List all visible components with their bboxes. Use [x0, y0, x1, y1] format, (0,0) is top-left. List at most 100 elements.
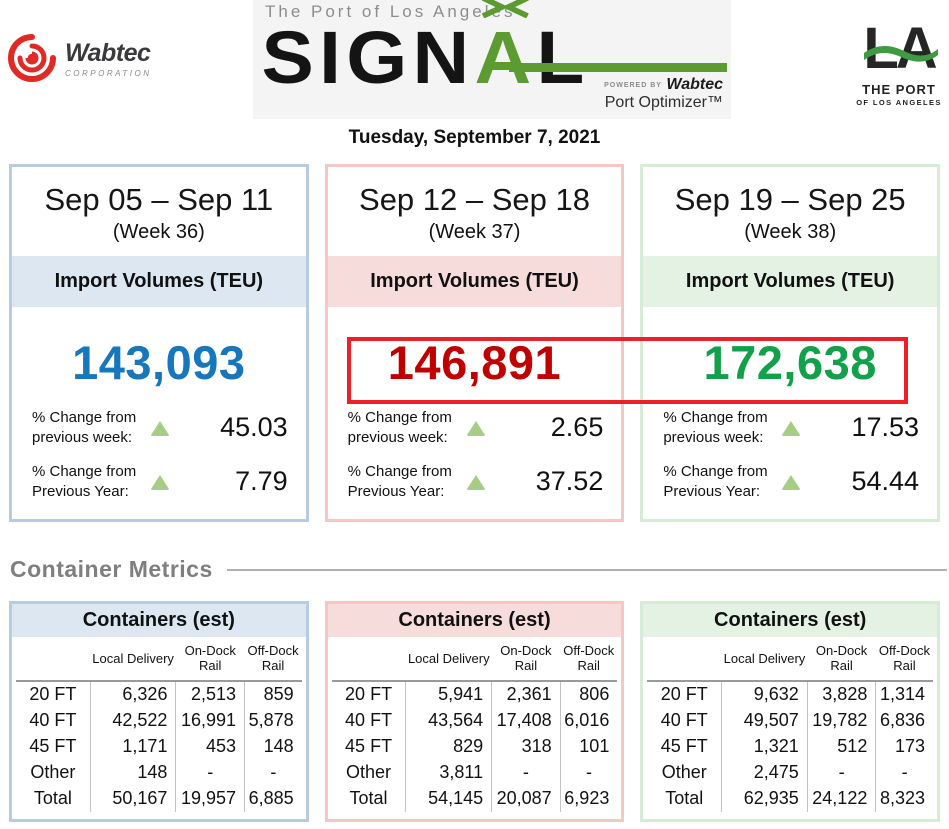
- table-row: Other 3,811 - -: [332, 759, 618, 786]
- import-volume-value: 143,093: [72, 336, 246, 389]
- port-optimizer-label: Port Optimizer™: [604, 94, 723, 111]
- week-card-37: Sep 12 – Sep 18 (Week 37) Import Volumes…: [324, 164, 625, 522]
- container-tables: Containers (est) Local Delivery On-Dock …: [0, 601, 949, 822]
- week-card-36: Sep 05 – Sep 11 (Week 36) Import Volumes…: [9, 164, 309, 522]
- change-value: 37.52: [535, 466, 604, 496]
- change-rows: % Change from previous week: 2.65 % Chang…: [328, 400, 622, 519]
- empty-header: [647, 640, 722, 682]
- containers-table-week-37: Containers (est) Local Delivery On-Dock …: [324, 601, 625, 822]
- report-header: Wabtec CORPORATION The Port of Los Angel…: [0, 0, 949, 120]
- week-card-dates: Sep 19 – Sep 25 (Week 38): [643, 167, 937, 252]
- signal-wordmark: SIGN AL: [253, 0, 590, 95]
- la-logo-line1: THE PORT: [862, 82, 936, 97]
- change-value: 17.53: [851, 412, 920, 442]
- table-row: 40 FT 43,564 17,408 6,016: [332, 707, 618, 734]
- containers-data-table: Local Delivery On-Dock Rail Off-Dock Rai…: [331, 640, 618, 812]
- week-label: (Week 36): [112, 221, 205, 243]
- date-range: Sep 05 – Sep 11: [44, 182, 274, 217]
- containers-data-table: Local Delivery On-Dock Rail Off-Dock Rai…: [16, 640, 302, 812]
- table-header-row: Local Delivery On-Dock Rail Off-Dock Rai…: [16, 640, 302, 682]
- table-row: 40 FT 42,522 16,991 5,878: [16, 707, 302, 734]
- change-value: 7.79: [235, 466, 288, 496]
- import-volume-value: 146,891: [387, 336, 562, 389]
- table-row-total: Total 54,145 20,087 6,923: [332, 785, 618, 812]
- signal-logo: The Port of Los Angeles SIGN AL POWERED B…: [253, 0, 731, 119]
- change-label: % Change from previous week:: [347, 409, 452, 446]
- weekly-volume-cards: Sep 05 – Sep 11 (Week 36) Import Volumes…: [0, 164, 949, 522]
- empty-header: [16, 640, 91, 682]
- powered-by-brand: Wabtec: [666, 76, 723, 93]
- table-row: 40 FT 49,507 19,782 6,836: [647, 707, 934, 734]
- wabtec-name: Wabtec: [65, 38, 151, 67]
- signal-word-a: A: [474, 0, 536, 99]
- col-local-delivery: Local Delivery: [405, 640, 492, 682]
- table-row: 20 FT 9,632 3,828 1,314: [647, 680, 934, 708]
- import-volumes-header: Import Volumes (TEU): [327, 256, 622, 307]
- increase-triangle-icon: [466, 420, 485, 435]
- week-card-dates: Sep 05 – Sep 11 (Week 36): [12, 167, 306, 252]
- change-label: % Change from Previous Year:: [347, 463, 452, 500]
- table-title: Containers (est): [12, 604, 306, 637]
- change-value: 54.44: [851, 466, 920, 496]
- change-row-week: % Change from previous week: 17.53: [657, 408, 923, 447]
- wabtec-logo-text: Wabtec CORPORATION: [65, 39, 151, 78]
- section-title: Container Metrics: [10, 556, 213, 582]
- change-row-week: % Change from previous week: 45.03: [26, 408, 292, 447]
- signal-word-prefix: SIGN: [261, 16, 475, 99]
- la-logo-icon: LA: [863, 16, 939, 81]
- change-value: 2.65: [550, 412, 604, 442]
- containers-table-week-36: Containers (est) Local Delivery On-Dock …: [9, 601, 309, 822]
- import-volume-value: 172,638: [703, 336, 877, 389]
- col-ondock-rail: On-Dock Rail: [175, 640, 245, 682]
- wabtec-subtitle: CORPORATION: [65, 68, 152, 78]
- week-label: (Week 37): [428, 221, 521, 243]
- table-row-total: Total 50,167 19,957 6,885: [16, 785, 302, 812]
- col-offdock-rail: Off-Dock Rail: [875, 640, 934, 682]
- containers-table-week-38: Containers (est) Local Delivery On-Dock …: [640, 601, 941, 822]
- empty-header: [331, 640, 406, 682]
- table-title: Containers (est): [327, 604, 622, 637]
- signal-word-suffix: L: [536, 16, 590, 99]
- report-date: Tuesday, September 7, 2021: [348, 127, 601, 148]
- table-row-total: Total 62,935 24,122 8,323: [647, 785, 934, 812]
- increase-triangle-icon: [782, 420, 801, 435]
- wabtec-swirl-icon: [8, 34, 56, 82]
- col-ondock-rail: On-Dock Rail: [807, 640, 876, 682]
- col-local-delivery: Local Delivery: [721, 640, 808, 682]
- change-rows: % Change from previous week: 17.53 % Chan…: [643, 400, 937, 519]
- col-local-delivery: Local Delivery: [90, 640, 176, 682]
- table-row: 20 FT 6,326 2,513 859: [16, 680, 302, 708]
- change-rows: % Change from previous week: 45.03 % Chan…: [12, 400, 306, 519]
- containers-data-table: Local Delivery On-Dock Rail Off-Dock Rai…: [647, 640, 934, 812]
- la-logo-line2: OF LOS ANGELES: [856, 98, 942, 107]
- increase-triangle-icon: [466, 474, 485, 489]
- wabtec-logo: Wabtec CORPORATION: [8, 34, 151, 82]
- signal-chevrons-icon: [481, 0, 529, 18]
- week-card-dates: Sep 12 – Sep 18 (Week 37): [328, 167, 622, 252]
- change-row-year: % Change from Previous Year: 7.79: [26, 462, 292, 501]
- signal-logo-tagline: The Port of Los Angeles: [265, 2, 516, 21]
- table-header-row: Local Delivery On-Dock Rail Off-Dock Rai…: [331, 640, 618, 682]
- increase-triangle-icon: [150, 420, 169, 435]
- increase-triangle-icon: [782, 474, 801, 489]
- table-row: 45 FT 829 318 101: [332, 733, 618, 760]
- change-row-year: % Change from Previous Year: 37.52: [342, 462, 608, 501]
- change-label: % Change from Previous Year:: [32, 463, 137, 500]
- import-volumes-header: Import Volumes (TEU): [643, 256, 938, 307]
- powered-by-label: POWERED BY: [604, 82, 662, 89]
- col-ondock-rail: On-Dock Rail: [491, 640, 561, 682]
- col-offdock-rail: Off-Dock Rail: [244, 640, 302, 682]
- change-label: % Change from previous week:: [663, 409, 768, 446]
- import-volumes-header: Import Volumes (TEU): [12, 256, 306, 307]
- change-row-year: % Change from Previous Year: 54.44: [657, 462, 923, 501]
- table-row: Other 2,475 - -: [647, 759, 934, 786]
- date-range: Sep 19 – Sep 25: [674, 182, 906, 217]
- change-row-week: % Change from previous week: 2.65: [342, 408, 608, 447]
- powered-by-block: POWERED BY Wabtec Port Optimizer™: [598, 74, 723, 114]
- table-header-row: Local Delivery On-Dock Rail Off-Dock Rai…: [647, 640, 934, 682]
- table-row: 45 FT 1,321 512 173: [647, 733, 934, 760]
- week-label: (Week 38): [744, 221, 837, 243]
- week-card-38: Sep 19 – Sep 25 (Week 38) Import Volumes…: [640, 164, 941, 522]
- change-label: % Change from Previous Year:: [663, 463, 768, 500]
